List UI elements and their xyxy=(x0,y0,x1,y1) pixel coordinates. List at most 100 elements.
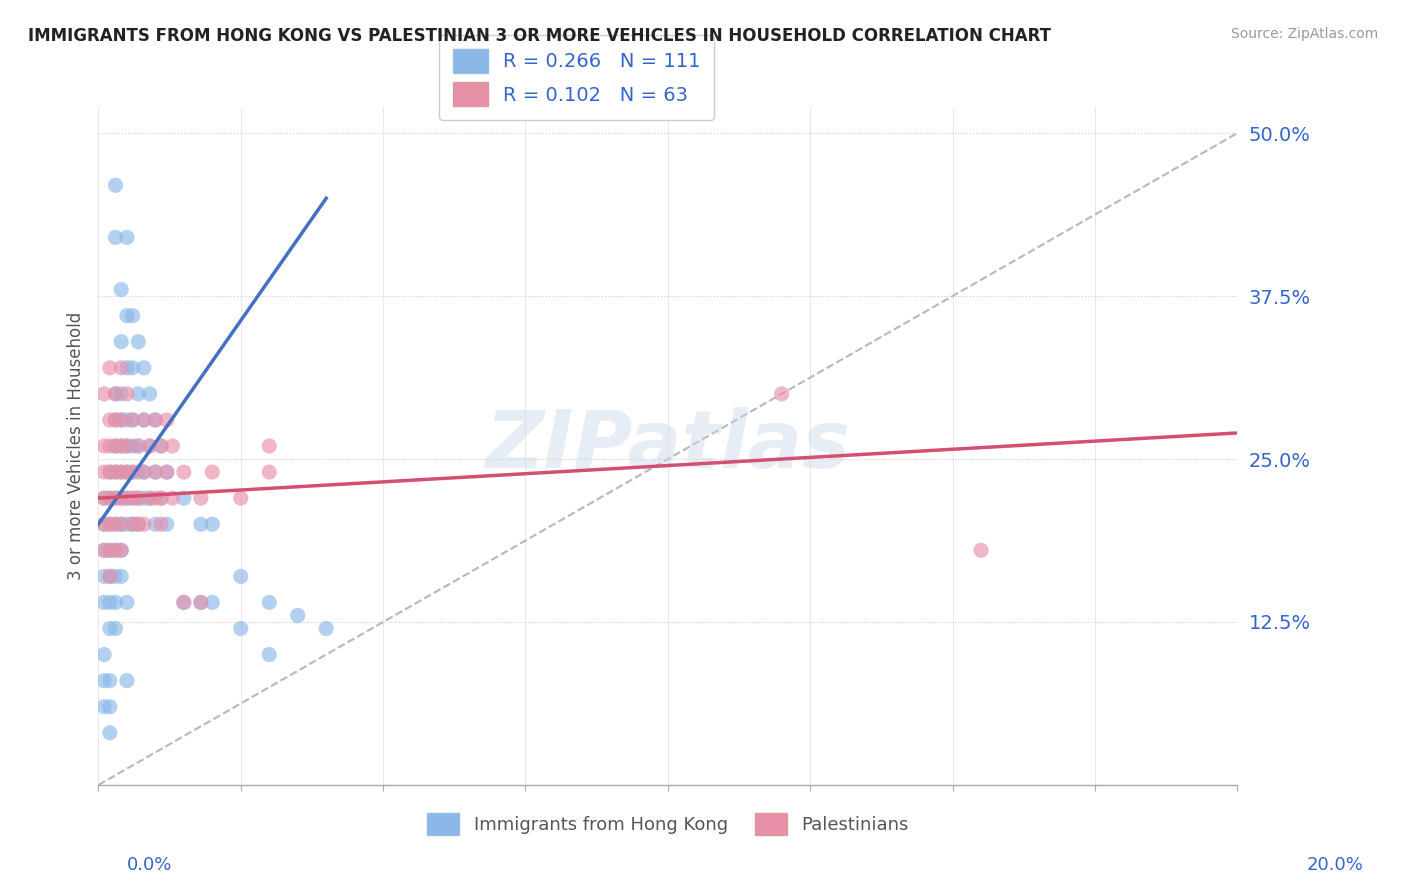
Point xyxy=(115,465,138,479)
Point xyxy=(287,608,309,623)
Point xyxy=(98,726,121,740)
Point xyxy=(93,543,115,558)
Point xyxy=(145,413,167,427)
Point xyxy=(259,648,281,662)
Point xyxy=(93,491,115,505)
Point xyxy=(138,491,160,505)
Point xyxy=(104,465,127,479)
Point xyxy=(121,517,143,532)
Point xyxy=(150,491,173,505)
Text: 20.0%: 20.0% xyxy=(1308,856,1364,874)
Point xyxy=(173,595,195,609)
Point xyxy=(104,543,127,558)
Point xyxy=(115,360,138,375)
Point xyxy=(98,517,121,532)
Point xyxy=(121,413,143,427)
Point xyxy=(162,491,184,505)
Point xyxy=(104,517,127,532)
Point xyxy=(156,517,179,532)
Point xyxy=(93,543,115,558)
Point xyxy=(104,178,127,193)
Point xyxy=(104,543,127,558)
Point xyxy=(201,465,224,479)
Point xyxy=(93,595,115,609)
Point xyxy=(93,648,115,662)
Point xyxy=(110,517,132,532)
Point xyxy=(121,465,143,479)
Text: ZIPatlas: ZIPatlas xyxy=(485,407,851,485)
Point xyxy=(93,517,115,532)
Point xyxy=(132,465,155,479)
Point xyxy=(93,387,115,401)
Point xyxy=(127,334,149,349)
Point xyxy=(98,622,121,636)
Point xyxy=(110,360,132,375)
Point xyxy=(127,439,149,453)
Point xyxy=(98,543,121,558)
Point xyxy=(190,517,212,532)
Point xyxy=(110,413,132,427)
Point xyxy=(104,491,127,505)
Point xyxy=(259,595,281,609)
Point xyxy=(115,413,138,427)
Point xyxy=(127,491,149,505)
Point xyxy=(156,465,179,479)
Point xyxy=(104,569,127,583)
Text: Source: ZipAtlas.com: Source: ZipAtlas.com xyxy=(1230,27,1378,41)
Point xyxy=(127,465,149,479)
Point xyxy=(110,517,132,532)
Point xyxy=(110,465,132,479)
Point xyxy=(138,387,160,401)
Point xyxy=(110,283,132,297)
Point xyxy=(190,595,212,609)
Point xyxy=(104,595,127,609)
Point xyxy=(104,439,127,453)
Point xyxy=(98,517,121,532)
Point xyxy=(115,595,138,609)
Point xyxy=(98,465,121,479)
Point xyxy=(145,465,167,479)
Point xyxy=(98,439,121,453)
Point xyxy=(132,517,155,532)
Point xyxy=(110,491,132,505)
Point xyxy=(229,622,252,636)
Point xyxy=(93,673,115,688)
Point xyxy=(93,439,115,453)
Point xyxy=(93,517,115,532)
Point xyxy=(110,439,132,453)
Point xyxy=(93,699,115,714)
Point xyxy=(98,569,121,583)
Point xyxy=(104,465,127,479)
Point xyxy=(104,387,127,401)
Point xyxy=(156,413,179,427)
Point xyxy=(115,491,138,505)
Point xyxy=(93,465,115,479)
Text: 0.0%: 0.0% xyxy=(127,856,172,874)
Point xyxy=(121,413,143,427)
Point xyxy=(132,413,155,427)
Point xyxy=(259,439,281,453)
Point xyxy=(98,360,121,375)
Point xyxy=(93,0,115,10)
Text: IMMIGRANTS FROM HONG KONG VS PALESTINIAN 3 OR MORE VEHICLES IN HOUSEHOLD CORRELA: IMMIGRANTS FROM HONG KONG VS PALESTINIAN… xyxy=(28,27,1052,45)
Point xyxy=(115,309,138,323)
Point xyxy=(145,491,167,505)
Point xyxy=(138,439,160,453)
Point xyxy=(98,491,121,505)
Point xyxy=(110,387,132,401)
Point xyxy=(110,543,132,558)
Point xyxy=(98,413,121,427)
Point xyxy=(110,334,132,349)
Point xyxy=(145,465,167,479)
Point xyxy=(127,517,149,532)
Point xyxy=(156,465,179,479)
Point xyxy=(173,465,195,479)
Point xyxy=(98,465,121,479)
Point xyxy=(110,491,132,505)
Point xyxy=(138,439,160,453)
Point xyxy=(98,569,121,583)
Point xyxy=(104,517,127,532)
Point xyxy=(150,439,173,453)
Point xyxy=(98,699,121,714)
Point xyxy=(115,517,138,532)
